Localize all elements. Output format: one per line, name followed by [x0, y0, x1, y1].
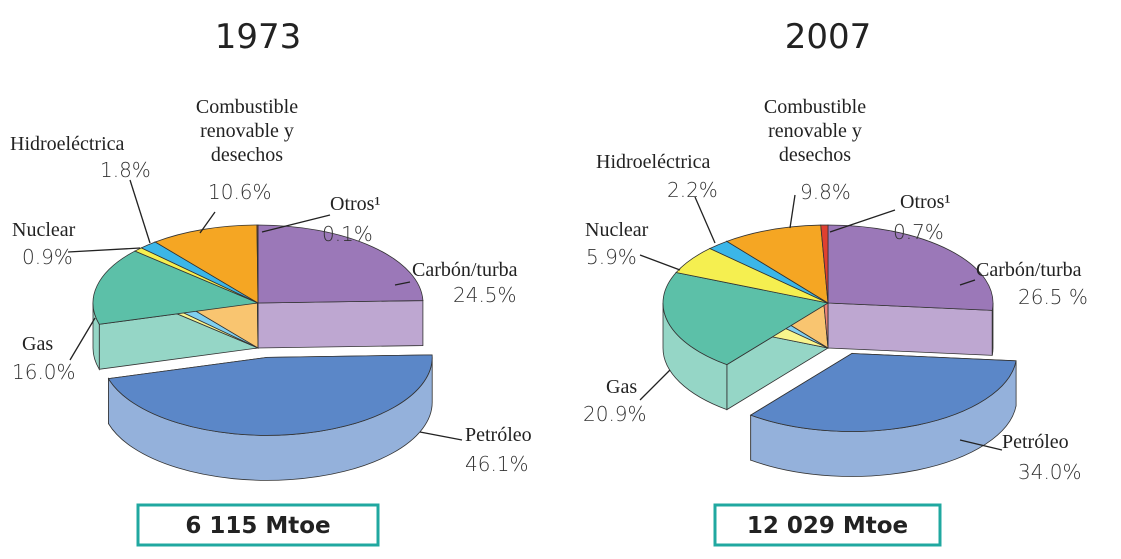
slice — [107, 354, 433, 436]
slice — [92, 250, 260, 325]
slice-label: Hidroeléctrica — [10, 133, 125, 155]
total-label: 6 115 Mtoe — [185, 513, 330, 539]
slice-wall — [827, 302, 993, 356]
slice-label: Petróleo — [1002, 431, 1069, 453]
leader-line — [419, 431, 463, 441]
chart-title: 1973 — [215, 17, 302, 57]
leader-line — [129, 179, 151, 244]
slice — [827, 224, 994, 311]
slice-label: Combustible renovable y desechos — [195, 96, 299, 166]
slice-value: 5.9% — [586, 245, 637, 269]
slice-value: 0.9% — [22, 245, 73, 269]
slice-value: 26.5 % — [1018, 285, 1088, 309]
slice — [820, 224, 829, 304]
chart-title: 2007 — [785, 17, 872, 57]
slice-label: Nuclear — [585, 219, 649, 241]
slice-value: 0.7% — [893, 220, 944, 244]
slice — [662, 272, 830, 366]
slice — [725, 224, 829, 304]
slice — [749, 353, 1017, 432]
slice-label: Gas — [606, 376, 638, 398]
leader-line — [639, 369, 671, 401]
slice-value: 24.5% — [453, 283, 517, 307]
leader-line — [394, 281, 411, 286]
leader-line — [199, 211, 216, 234]
leader-line — [829, 209, 896, 233]
slice-label: Nuclear — [12, 219, 76, 241]
leader-line — [261, 214, 331, 233]
slice-label: Otros¹ — [900, 191, 951, 213]
slice — [256, 224, 259, 304]
slice-value: 34.0% — [1018, 460, 1082, 484]
total-box — [136, 503, 380, 547]
leader-line — [959, 439, 1003, 451]
leader-line — [639, 254, 681, 271]
slice-label: Combustible renovable y desechos — [763, 96, 867, 166]
slice-value: 9.8% — [800, 180, 851, 204]
slice-label: Otros¹ — [330, 193, 381, 215]
leader-line — [67, 247, 141, 253]
slice-label: Hidroeléctrica — [596, 151, 711, 173]
slice-label: Carbón/turba — [976, 259, 1082, 281]
slice-side — [991, 302, 994, 356]
slice-label: Gas — [22, 333, 54, 355]
leader-line — [694, 196, 716, 244]
slice-value: 16.0% — [12, 360, 76, 384]
leader-line — [69, 317, 96, 361]
slice-value: 20.9% — [583, 402, 647, 426]
slice-value: 10.6% — [208, 180, 272, 204]
leader-line — [789, 194, 796, 229]
slice-value: 46.1% — [465, 452, 529, 476]
total-box — [713, 503, 942, 547]
slice-label: Carbón/turba — [412, 259, 518, 281]
slice-value: 2.2% — [667, 178, 718, 202]
slice-label: Petróleo — [465, 424, 532, 446]
total-label: 12 029 Mtoe — [747, 513, 908, 539]
slice-wall — [257, 300, 424, 349]
slice-value: 0.1% — [322, 222, 373, 246]
leader-line — [959, 279, 976, 286]
slice-value: 1.8% — [100, 158, 151, 182]
